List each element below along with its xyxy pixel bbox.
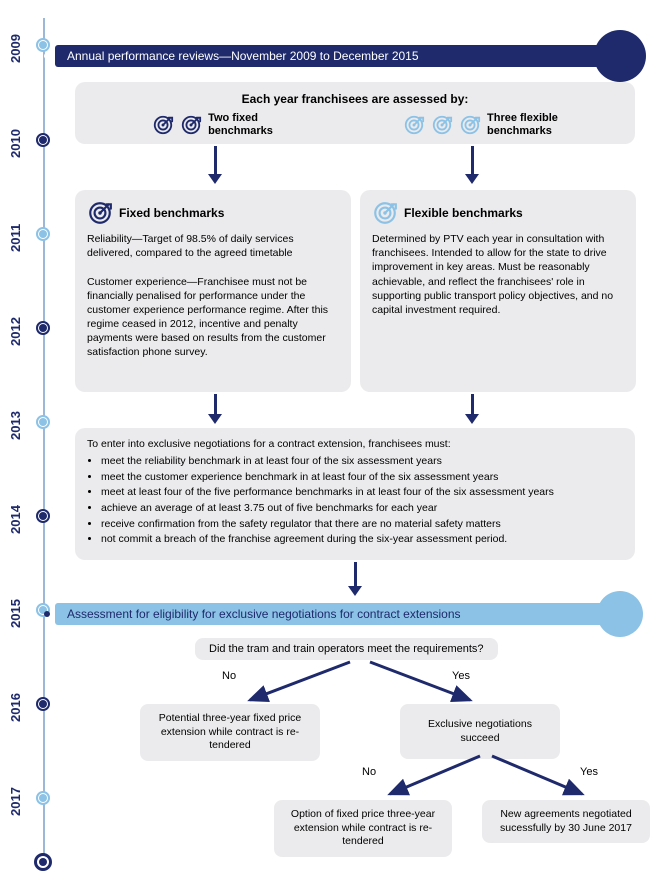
question-text: Did the tram and train operators meet th… [209, 643, 484, 655]
benchmark-row: Two fixed benchmarks Three flexible benc… [87, 112, 623, 137]
flexible-benchmarks-panel: Flexible benchmarks Determined by PTV ea… [360, 190, 636, 392]
decision-yes: Exclusive negotiations succeed [400, 704, 560, 759]
year-label: 2015 [8, 599, 23, 628]
year-marker [36, 321, 50, 335]
fixed-title: Fixed benchmarks [119, 206, 224, 220]
decision-no-text: Potential three-year fixed price extensi… [159, 712, 301, 751]
two-fixed-label: Two fixed benchmarks [208, 112, 273, 137]
no-label-2: No [362, 766, 376, 778]
year-label: 2010 [8, 129, 23, 158]
assessment-panel: Each year franchisees are assessed by: T… [75, 82, 635, 144]
header-1-bar: Annual performance reviews—November 2009… [55, 45, 620, 67]
decision-yes-2-text: New agreements negotiated sucessfully by… [500, 808, 632, 834]
requirements-list: meet the reliability benchmark in at lea… [87, 454, 623, 547]
no-label: No [222, 670, 236, 682]
year-label: 2017 [8, 787, 23, 816]
arrow-diag-left-2 [380, 754, 490, 800]
requirement-item: meet at least four of the five performan… [101, 485, 623, 500]
decision-no-2-text: Option of fixed price three-year extensi… [291, 808, 435, 847]
three-flexible-benchmarks: Three flexible benchmarks [403, 112, 558, 137]
requirement-item: achieve an average of at least 3.75 out … [101, 501, 623, 516]
fixed-body: Reliability—Target of 98.5% of daily ser… [87, 232, 339, 360]
arrow-diag-left [240, 660, 360, 706]
timeline-end-node [34, 853, 52, 871]
target-icon [180, 114, 202, 136]
decision-no: Potential three-year fixed price extensi… [140, 704, 320, 761]
requirement-item: receive confirmation from the safety reg… [101, 517, 623, 532]
assessment-title: Each year franchisees are assessed by: [87, 92, 623, 106]
decision-yes-2: New agreements negotiated sucessfully by… [482, 800, 650, 843]
question-box: Did the tram and train operators meet th… [195, 638, 498, 660]
three-flexible-label: Three flexible benchmarks [487, 112, 558, 137]
arrow-down [465, 146, 479, 184]
fixed-benchmarks-panel: Fixed benchmarks Reliability—Target of 9… [75, 190, 351, 392]
decision-no-2: Option of fixed price three-year extensi… [274, 800, 452, 857]
two-fixed-benchmarks: Two fixed benchmarks [152, 112, 273, 137]
flex-title: Flexible benchmarks [404, 206, 523, 220]
year-label: 2013 [8, 411, 23, 440]
year-label: 2012 [8, 317, 23, 346]
arrow-down [208, 394, 222, 424]
arrow-diag-right [360, 660, 480, 706]
year-label: 2014 [8, 505, 23, 534]
arrow-down [208, 146, 222, 184]
header-2-dot [44, 611, 50, 617]
year-marker [36, 227, 50, 241]
flex-body: Determined by PTV each year in consultat… [372, 232, 624, 317]
target-icon [403, 114, 425, 136]
year-marker [36, 697, 50, 711]
requirement-item: meet the customer experience benchmark i… [101, 470, 623, 485]
target-icon [372, 200, 398, 226]
header-2-bar: Assessment for eligibility for exclusive… [55, 603, 620, 625]
target-icon [152, 114, 174, 136]
year-marker [36, 133, 50, 147]
year-label: 2016 [8, 693, 23, 722]
decision-yes-text: Exclusive negotiations succeed [428, 718, 532, 744]
arrow-down [348, 562, 362, 596]
requirements-intro: To enter into exclusive negotiations for… [87, 438, 623, 450]
requirement-item: not commit a breach of the franchise agr… [101, 532, 623, 547]
header-2-text: Assessment for eligibility for exclusive… [67, 607, 461, 621]
header-1-dot [44, 53, 50, 59]
year-marker [36, 415, 50, 429]
arrow-diag-right-2 [484, 754, 594, 800]
target-icon [87, 200, 113, 226]
year-marker [36, 791, 50, 805]
year-marker [36, 38, 50, 52]
flex-title-row: Flexible benchmarks [372, 200, 624, 226]
year-label: 2011 [8, 224, 23, 252]
year-label: 2009 [8, 34, 23, 63]
requirement-item: meet the reliability benchmark in at lea… [101, 454, 623, 469]
header-1-text: Annual performance reviews—November 2009… [67, 49, 419, 63]
target-icon [459, 114, 481, 136]
requirements-panel: To enter into exclusive negotiations for… [75, 428, 635, 560]
arrow-down [465, 394, 479, 424]
year-marker [36, 509, 50, 523]
fixed-title-row: Fixed benchmarks [87, 200, 339, 226]
target-icon [431, 114, 453, 136]
